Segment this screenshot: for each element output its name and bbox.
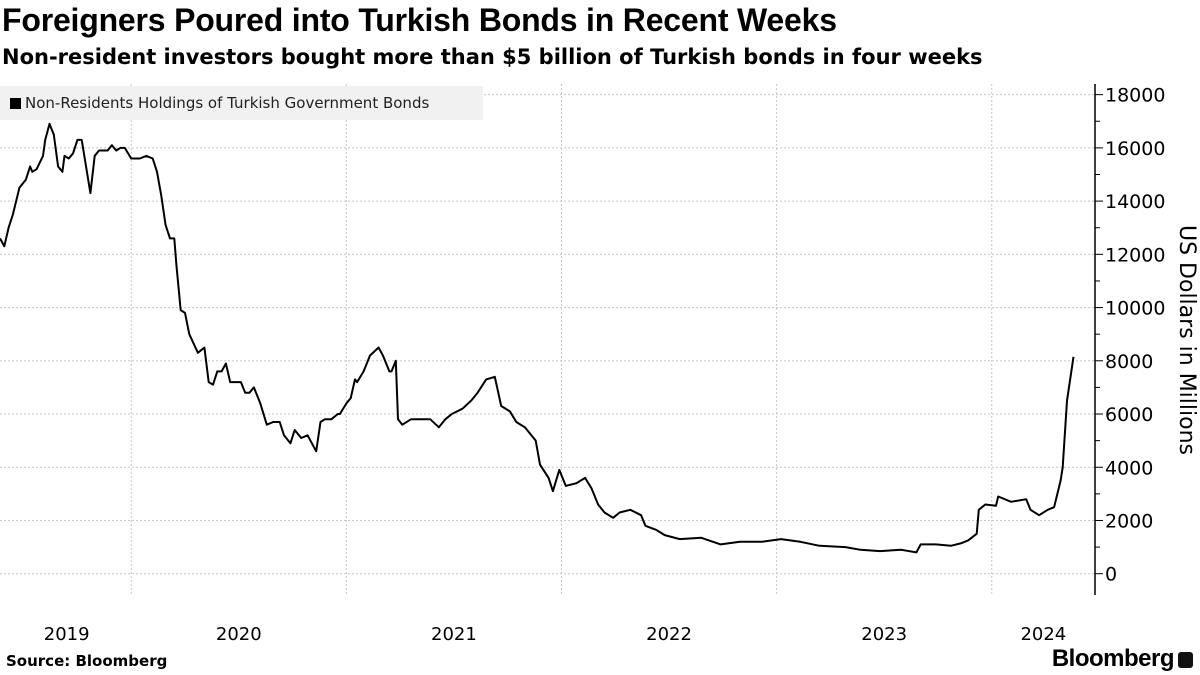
x-tick-label: 2019 (44, 624, 90, 645)
y-tick-label: 18000 (1105, 85, 1165, 107)
y-tick-label: 6000 (1105, 404, 1153, 426)
y-tick-label: 16000 (1105, 138, 1165, 160)
legend: Non-Residents Holdings of Turkish Govern… (0, 86, 483, 120)
y-tick-label: 2000 (1105, 510, 1153, 532)
y-tick-label: 14000 (1105, 191, 1165, 213)
x-tick-label: 2020 (216, 624, 262, 645)
legend-swatch (10, 97, 21, 109)
y-tick-label: 0 (1105, 564, 1117, 586)
y-tick-label: 4000 (1105, 457, 1153, 479)
chart-subtitle: Non-resident investors bought more than … (2, 45, 983, 69)
y-tick-label: 8000 (1105, 351, 1153, 373)
y-tick-label: 10000 (1105, 298, 1165, 320)
chart-title: Foreigners Poured into Turkish Bonds in … (2, 2, 837, 38)
source-note: Source: Bloomberg (6, 652, 168, 670)
x-tick-label: 2023 (861, 624, 907, 645)
x-tick-label: 2024 (1020, 624, 1066, 645)
bloomberg-chart-icon (1178, 652, 1193, 668)
bloomberg-logo: Bloomberg (1051, 645, 1175, 672)
x-tick-label: 2022 (646, 624, 692, 645)
legend-label: Non-Residents Holdings of Turkish Govern… (25, 94, 430, 112)
y-tick-label: 12000 (1105, 244, 1165, 266)
y-axis-label: US Dollars in Millions (1174, 225, 1199, 455)
x-tick-label: 2021 (431, 624, 477, 645)
series-line (0, 122, 1075, 554)
